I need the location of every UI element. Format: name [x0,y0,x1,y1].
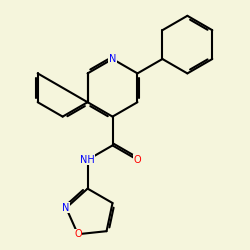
Text: N: N [109,54,116,64]
Text: O: O [74,229,82,239]
Text: NH: NH [80,155,95,165]
Text: N: N [62,203,70,213]
Text: O: O [134,155,141,165]
